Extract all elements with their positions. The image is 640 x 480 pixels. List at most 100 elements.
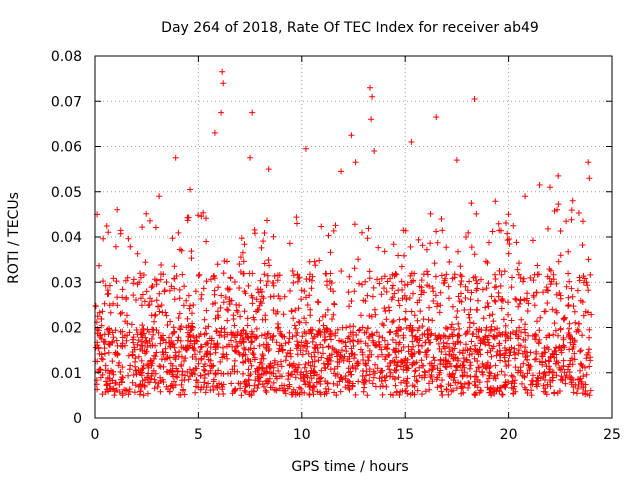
data-point (411, 312, 418, 319)
x-axis-ticks: 0 5 10 15 20 25 (91, 56, 621, 443)
data-point (189, 323, 196, 330)
data-point (398, 278, 405, 285)
data-point (198, 295, 205, 302)
data-point (316, 376, 323, 382)
data-point (157, 377, 164, 384)
data-point (264, 217, 270, 224)
data-point (248, 338, 255, 345)
data-point (135, 353, 142, 360)
data-point (575, 210, 582, 216)
data-point (287, 287, 293, 294)
data-point (556, 388, 563, 394)
data-point (178, 363, 185, 370)
data-point (520, 275, 527, 282)
data-point (265, 257, 272, 263)
data-point (182, 355, 189, 362)
data-point (374, 365, 381, 372)
data-point (542, 358, 549, 365)
data-point (587, 271, 594, 278)
data-point (466, 380, 473, 387)
data-point (227, 370, 234, 377)
data-point (475, 297, 481, 304)
data-point (208, 335, 215, 342)
data-point (219, 354, 226, 361)
data-point (164, 322, 171, 328)
data-point (546, 266, 553, 273)
data-point (336, 337, 343, 344)
data-point (419, 242, 426, 249)
y-tick-label: 0.02 (51, 321, 82, 337)
data-point (560, 363, 567, 370)
data-point (585, 309, 591, 316)
data-point (238, 235, 245, 242)
data-point (351, 288, 358, 295)
data-point (547, 366, 554, 373)
data-point (435, 340, 442, 347)
data-point (207, 351, 214, 358)
data-point (517, 364, 524, 371)
data-point (543, 391, 550, 398)
data-point (236, 285, 243, 291)
data-point (284, 349, 291, 356)
data-point (205, 323, 212, 330)
data-point (566, 278, 573, 285)
data-point (157, 388, 164, 395)
data-point (309, 277, 315, 284)
data-point (501, 345, 508, 351)
data-point (521, 326, 528, 333)
data-point (359, 349, 366, 356)
data-point (190, 345, 197, 352)
data-point (479, 371, 486, 378)
data-point (517, 275, 524, 281)
data-point (471, 391, 478, 398)
data-point (395, 374, 402, 381)
data-point (441, 279, 448, 286)
data-point (266, 364, 273, 371)
data-point (332, 372, 339, 379)
data-point (540, 388, 547, 395)
data-point (280, 311, 287, 318)
data-point (306, 391, 313, 398)
data-point (404, 375, 411, 382)
data-point (198, 213, 205, 220)
data-point (103, 381, 110, 388)
data-point (138, 383, 145, 390)
data-point (292, 374, 299, 381)
data-point (112, 349, 119, 356)
data-point (201, 316, 208, 323)
data-point (218, 292, 225, 299)
data-point (383, 373, 390, 379)
data-point (164, 355, 170, 362)
data-point (575, 320, 582, 327)
data-point (233, 339, 240, 345)
data-point (196, 271, 203, 278)
data-point (372, 311, 379, 318)
data-point (394, 362, 401, 369)
data-point (480, 315, 487, 322)
data-point (176, 391, 182, 398)
data-point (350, 329, 356, 336)
data-point (442, 333, 449, 340)
data-point (171, 344, 178, 351)
data-point (464, 372, 470, 379)
data-point (353, 332, 360, 338)
data-point (520, 336, 527, 343)
data-point (366, 275, 373, 282)
data-point (354, 358, 361, 365)
data-point (231, 363, 238, 369)
data-point (579, 390, 586, 397)
data-point (230, 330, 237, 337)
data-point (550, 276, 557, 283)
data-point (222, 294, 229, 301)
data-point (570, 384, 577, 390)
data-point (560, 357, 567, 364)
data-point (549, 374, 556, 381)
data-point (229, 366, 236, 373)
data-point (495, 293, 502, 300)
data-point (557, 366, 564, 373)
data-point (409, 382, 416, 389)
data-point (202, 371, 208, 378)
data-point (430, 298, 437, 304)
data-point (375, 244, 382, 251)
data-point (200, 209, 207, 216)
